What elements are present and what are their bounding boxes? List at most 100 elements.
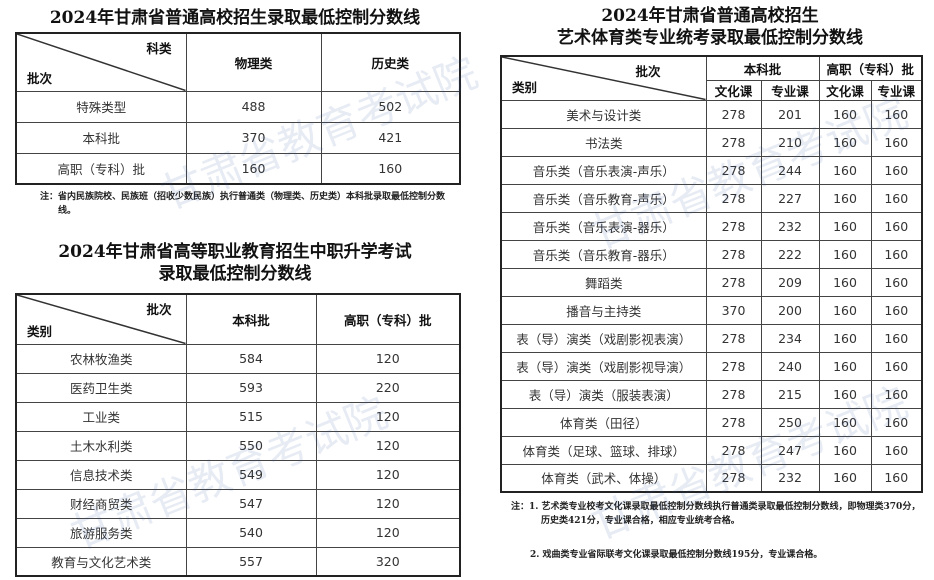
cell-value: 278 [705, 379, 762, 409]
group-header: 高职（专科）批 [818, 55, 923, 81]
table-row: 音乐类（音乐表演-声乐） 278 244 160 160 [500, 155, 923, 185]
cell-value: 278 [705, 267, 762, 297]
row-label: 舞蹈类 [500, 267, 707, 297]
row-label: 体育类（武术、体操） [500, 463, 707, 493]
cell-value: 244 [760, 155, 820, 185]
cell-value: 222 [760, 239, 820, 269]
col-header: 本科批 [185, 293, 317, 345]
table-row: 播音与主持类 370 200 160 160 [500, 295, 923, 325]
cell-value: 370 [185, 121, 322, 154]
cell-value: 234 [760, 323, 820, 353]
cell-value: 278 [705, 183, 762, 213]
title-line: 2024年甘肃省高等职业教育招生中职升学考试 [58, 242, 412, 262]
table-row: 表（导）演类（戏剧影视导演） 278 240 160 160 [500, 351, 923, 381]
cell-value: 160 [870, 435, 923, 465]
table-row: 土木水利类 550 120 [15, 430, 461, 461]
table3-title: 2024年甘肃省普通高校招生 艺术体育类专业统考录取最低控制分数线 [490, 5, 930, 49]
cell-value: 278 [705, 323, 762, 353]
cell-value: 370 [705, 295, 762, 325]
table-row: 旅游服务类 540 120 [15, 517, 461, 548]
cell-value: 247 [760, 435, 820, 465]
cell-value: 160 [870, 267, 923, 297]
cell-value: 502 [320, 90, 461, 123]
cell-value: 120 [315, 343, 461, 374]
cell-value: 160 [818, 379, 872, 409]
table-row: 高职（专科）批 160 160 [15, 152, 461, 185]
cell-value: 278 [705, 211, 762, 241]
cell-value: 160 [818, 295, 872, 325]
table-row: 美术与设计类 278 201 160 160 [500, 99, 923, 129]
cell-value: 160 [870, 211, 923, 241]
corner-header: 批次 类别 [15, 293, 187, 345]
row-label: 音乐类（音乐教育-器乐） [500, 239, 707, 269]
cell-value: 120 [315, 401, 461, 432]
cell-value: 488 [185, 90, 322, 123]
row-label: 表（导）演类（服装表演） [500, 379, 707, 409]
cell-value: 120 [315, 459, 461, 490]
cell-value: 160 [818, 127, 872, 157]
table-row: 表（导）演类（戏剧影视表演） 278 234 160 160 [500, 323, 923, 353]
cell-value: 160 [870, 323, 923, 353]
cell-value: 593 [185, 372, 317, 403]
row-label: 土木水利类 [15, 430, 187, 461]
row-label: 特殊类型 [15, 90, 187, 123]
cell-value: 160 [818, 407, 872, 437]
cell-value: 160 [870, 99, 923, 129]
table-row: 表（导）演类（服装表演） 278 215 160 160 [500, 379, 923, 409]
cell-value: 278 [705, 407, 762, 437]
row-label: 旅游服务类 [15, 517, 187, 548]
table1-note: 注：省内民族院校、民族班（招收少数民族）执行普通类（物理类、历史类）本科批录取最… [40, 192, 446, 216]
table3: 批次 类别 本科批 高职（专科）批 文化课 专业课 文化课 专业课 美术与设计类 2… [500, 55, 923, 493]
cell-value: 278 [705, 463, 762, 493]
cell-value: 210 [760, 127, 820, 157]
row-label: 信息技术类 [15, 459, 187, 490]
cell-value: 547 [185, 488, 317, 519]
cell-value: 120 [315, 430, 461, 461]
corner-header: 科类 批次 [15, 32, 187, 92]
cell-value: 160 [818, 463, 872, 493]
group-header: 本科批 [705, 55, 820, 81]
corner-bottom: 批次 [27, 70, 53, 86]
table-row: 医药卫生类 593 220 [15, 372, 461, 403]
cell-value: 250 [760, 407, 820, 437]
cell-value: 160 [870, 463, 923, 493]
cell-value: 557 [185, 546, 317, 577]
sub-header: 专业课 [870, 79, 923, 101]
cell-value: 160 [818, 351, 872, 381]
row-label: 书法类 [500, 127, 707, 157]
cell-value: 278 [705, 435, 762, 465]
row-label: 表（导）演类（戏剧影视表演） [500, 323, 707, 353]
table-row: 体育类（足球、篮球、排球） 278 247 160 160 [500, 435, 923, 465]
cell-value: 160 [870, 379, 923, 409]
table2: 批次 类别 本科批 高职（专科）批 农林牧渔类 584 120 医药卫生类 593 220 工… [15, 293, 461, 577]
cell-value: 160 [870, 295, 923, 325]
row-label: 医药卫生类 [15, 372, 187, 403]
cell-value: 160 [818, 267, 872, 297]
table3-note1: 注：1. 艺术类专业校考文化课录取最低控制分数线执行普通类录取最低控制分数线，即… [511, 502, 921, 526]
col-header: 历史类 [320, 32, 461, 92]
cell-value: 550 [185, 430, 317, 461]
row-label: 音乐类（音乐表演-声乐） [500, 155, 707, 185]
corner-top: 批次 [146, 302, 172, 317]
cell-value: 220 [315, 372, 461, 403]
row-label: 美术与设计类 [500, 99, 707, 129]
cell-value: 549 [185, 459, 317, 490]
cell-value: 160 [818, 183, 872, 213]
sub-header: 文化课 [705, 79, 762, 101]
cell-value: 320 [315, 546, 461, 577]
table-row: 音乐类（音乐教育-器乐） 278 222 160 160 [500, 239, 923, 269]
table-row: 财经商贸类 547 120 [15, 488, 461, 519]
cell-value: 240 [760, 351, 820, 381]
cell-value: 278 [705, 239, 762, 269]
cell-value: 232 [760, 463, 820, 493]
table-row: 本科批 370 421 [15, 121, 461, 154]
cell-value: 160 [818, 211, 872, 241]
cell-value: 278 [705, 127, 762, 157]
row-label: 农林牧渔类 [15, 343, 187, 374]
cell-value: 160 [870, 127, 923, 157]
row-label: 音乐类（音乐表演-器乐） [500, 211, 707, 241]
cell-value: 232 [760, 211, 820, 241]
cell-value: 160 [185, 152, 322, 185]
cell-value: 215 [760, 379, 820, 409]
row-label: 音乐类（音乐教育-声乐） [500, 183, 707, 213]
